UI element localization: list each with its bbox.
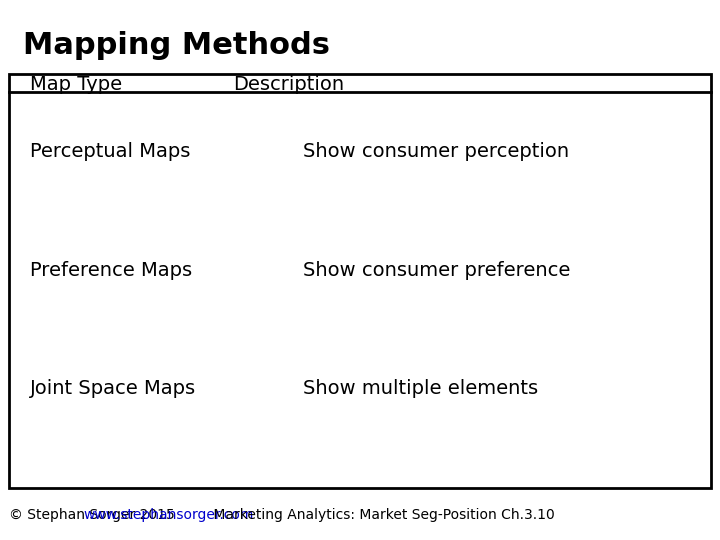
Text: © Stephan Sorger 2015: © Stephan Sorger 2015 [9,509,179,523]
Text: Preference Maps: Preference Maps [30,260,192,280]
Text: Joint Space Maps: Joint Space Maps [30,379,197,397]
Text: Perceptual Maps: Perceptual Maps [30,143,191,161]
FancyBboxPatch shape [9,74,711,488]
Text: Map Type: Map Type [30,75,122,94]
Text: Marketing Analytics: Market Seg-Position Ch.3.10: Marketing Analytics: Market Seg-Position… [210,509,555,523]
Text: Show multiple elements: Show multiple elements [302,379,538,397]
Text: Description: Description [233,75,344,94]
Text: www.stephansorger.com: www.stephansorger.com [84,509,254,523]
Text: Mapping Methods: Mapping Methods [23,31,330,60]
Text: Show consumer preference: Show consumer preference [302,260,570,280]
Text: Show consumer perception: Show consumer perception [302,143,569,161]
